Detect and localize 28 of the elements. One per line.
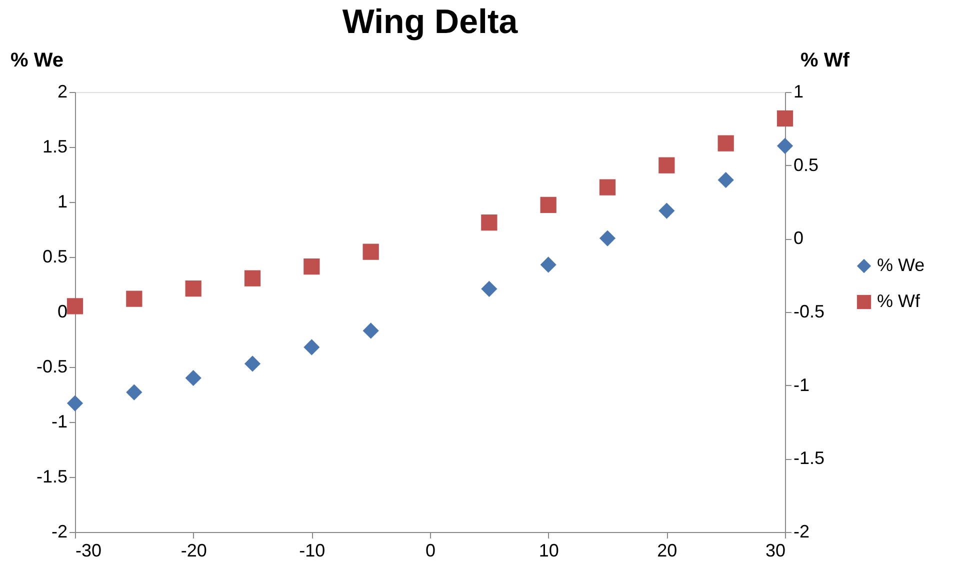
y2-axis-title: % Wf <box>800 50 850 72</box>
chart-title: Wing Delta <box>342 3 519 41</box>
y-tick-label: -1 <box>51 412 68 432</box>
y2-tick-label: -1.5 <box>794 448 825 468</box>
y-tick-label: 1 <box>57 192 68 212</box>
x-tick-label: -30 <box>76 540 102 560</box>
y2-tick-label: 0 <box>794 228 804 248</box>
legend-label: % Wf <box>877 291 921 311</box>
y2-tick-label: 0.5 <box>794 154 819 175</box>
y-axis-title: % We <box>10 50 64 72</box>
y2-tick-label: -2 <box>794 522 810 542</box>
y-tick-label: -0.5 <box>36 356 68 376</box>
x-tick-label: -10 <box>299 540 326 560</box>
y2-tick-label: -1 <box>794 374 810 395</box>
y-tick-label: 2 <box>57 82 68 102</box>
y-tick-label: 1.5 <box>42 136 68 156</box>
y-tick-label: 0 <box>57 302 68 322</box>
y2-tick-label: -0.5 <box>794 302 825 322</box>
x-tick-label: 0 <box>425 540 436 560</box>
y-tick-label: 0.5 <box>42 246 68 266</box>
x-tick-label: -20 <box>180 540 207 560</box>
y-tick-label: -1.5 <box>36 466 68 486</box>
x-tick-label: 30 <box>765 540 786 560</box>
y2-tick-label: 1 <box>794 82 804 102</box>
legend-label: % We <box>877 255 925 275</box>
x-tick-label: 20 <box>657 540 678 560</box>
x-tick-label: 10 <box>538 540 559 560</box>
y-tick-label: -2 <box>51 522 68 542</box>
